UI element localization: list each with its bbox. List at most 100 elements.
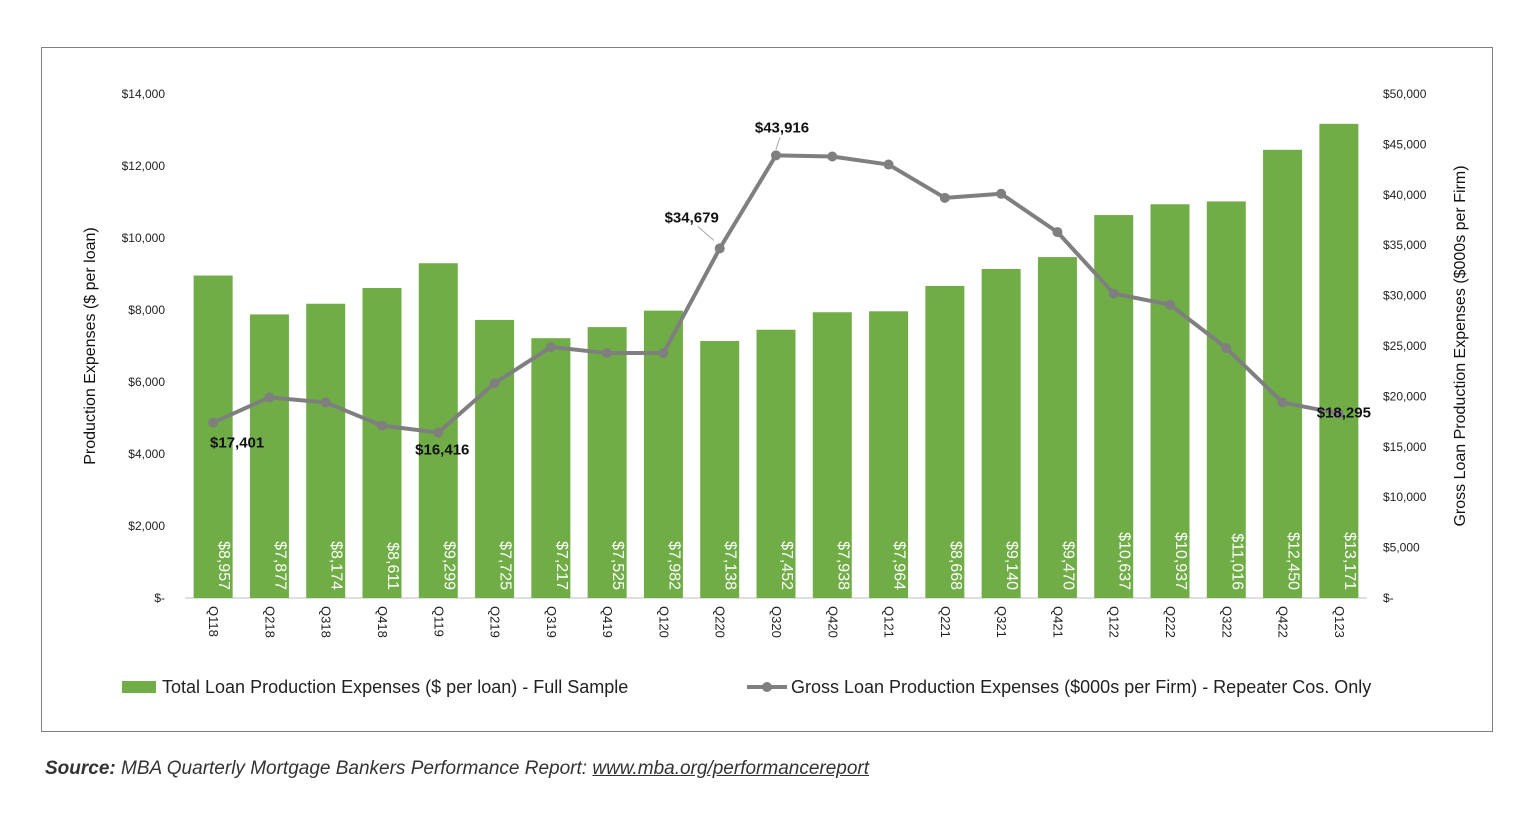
y2-tick-label: $40,000: [1383, 188, 1427, 202]
bar: [1150, 204, 1190, 598]
bar: [1206, 201, 1246, 598]
y2-tick-label: $20,000: [1383, 389, 1427, 403]
x-tick-label: Q220: [713, 606, 728, 638]
y-tick-label: $14,000: [122, 87, 166, 101]
line-point: [1052, 227, 1063, 238]
bar-value-label: $9,140: [1003, 541, 1020, 590]
y2-tick-label: $-: [1383, 591, 1394, 605]
y-tick-label: $10,000: [122, 231, 166, 245]
y2-tick-label: $50,000: [1383, 87, 1427, 101]
y-tick-label: $6,000: [128, 375, 165, 389]
legend-line-label: Gross Loan Production Expenses ($000s pe…: [791, 677, 1371, 697]
line-point: [489, 378, 500, 389]
bar-value-label: $8,668: [947, 541, 964, 590]
y-tick-label: $-: [154, 591, 165, 605]
bar-value-label: $8,957: [215, 541, 232, 590]
label-leader-line: [697, 226, 715, 241]
bar-value-label: $12,450: [1285, 532, 1302, 590]
line-point: [996, 188, 1007, 199]
bar-value-label: $9,299: [440, 541, 457, 590]
bar-value-label: $7,138: [722, 541, 739, 590]
bar: [587, 327, 627, 598]
line-point: [1108, 288, 1119, 299]
y2-tick-label: $15,000: [1383, 440, 1427, 454]
bar-value-label: $7,982: [665, 541, 682, 590]
bar: [1263, 149, 1303, 599]
bar-value-label: $7,725: [497, 541, 514, 590]
source-label: Source:: [45, 758, 116, 779]
x-tick-label: Q120: [656, 606, 671, 638]
bar: [812, 312, 852, 598]
bar-value-label: $10,937: [1172, 532, 1189, 590]
bar-value-label: $11,016: [1228, 533, 1245, 590]
x-tick-label: Q122: [1107, 606, 1122, 638]
y2-axis-title: Gross Loan Production Expenses ($000s pe…: [1452, 165, 1469, 526]
bar-value-label: $8,611: [384, 542, 401, 590]
x-tick-label: Q118: [206, 606, 221, 637]
x-tick-label: Q123: [1332, 606, 1347, 638]
line-point: [1333, 408, 1344, 419]
bar: [531, 338, 571, 598]
label-leader-line: [775, 137, 781, 150]
legend-bar-swatch: [122, 681, 156, 693]
x-tick-label: Q321: [994, 606, 1009, 638]
y-tick-label: $8,000: [128, 303, 165, 317]
x-tick-label: Q218: [262, 606, 277, 638]
y-tick-label: $12,000: [122, 159, 166, 173]
line-point: [377, 420, 387, 431]
line-point: [208, 417, 219, 428]
source-note: Source: MBA Quarterly Mortgage Bankers P…: [45, 758, 869, 780]
chart-frame: $- $2,000 $4,000 $6,000 $8,000 $10,000 $12,000…: [41, 47, 1493, 732]
bar: [1319, 123, 1359, 599]
x-tick-label: Q318: [319, 606, 334, 638]
line-point-label: $18,295: [1317, 405, 1371, 422]
y2-tick-label: $5,000: [1383, 541, 1420, 555]
bar: [981, 268, 1021, 598]
bar: [756, 329, 796, 598]
x-tick-label: Q320: [769, 606, 784, 638]
source-link[interactable]: www.mba.org/performancereport: [592, 758, 870, 779]
legend-line-marker: [762, 682, 772, 692]
bar: [193, 275, 233, 598]
y2-tick-label: $25,000: [1383, 339, 1427, 353]
source-text: MBA Quarterly Mortgage Bankers Performan…: [115, 758, 593, 779]
line-point: [602, 348, 613, 359]
y2-tick-label: $30,000: [1383, 289, 1427, 303]
line-point-label: $43,916: [755, 119, 809, 136]
x-tick-label: Q420: [825, 606, 840, 638]
y-tick-label: $2,000: [128, 519, 165, 533]
x-tick-label: Q119: [431, 606, 446, 637]
bar: [475, 319, 515, 598]
bar: [925, 285, 965, 598]
bar-value-label: $10,637: [1116, 532, 1133, 590]
line-point: [264, 392, 275, 403]
line-point: [658, 348, 669, 359]
x-tick-label: Q319: [544, 606, 559, 638]
bar: [869, 311, 909, 598]
line-point-label: $16,416: [415, 442, 469, 459]
bar: [249, 314, 289, 598]
y2-tick-label: $35,000: [1383, 238, 1427, 252]
bar-value-label: $13,171: [1341, 532, 1358, 590]
bar-value-label: $7,938: [834, 541, 851, 590]
line-point: [1165, 299, 1175, 310]
line-point: [433, 427, 444, 438]
x-tick-label: Q221: [938, 606, 953, 638]
line-point-label: $17,401: [210, 435, 264, 452]
y-axis-title: Production Expenses ($ per loan): [82, 227, 99, 464]
x-tick-label: Q219: [488, 606, 503, 638]
line-point: [939, 192, 950, 203]
y-tick-label: $4,000: [128, 447, 165, 461]
bar: [306, 303, 346, 598]
line-point: [771, 150, 781, 161]
bar-value-label: $7,525: [609, 541, 626, 590]
combo-chart: $- $2,000 $4,000 $6,000 $8,000 $10,000 $12,000…: [82, 87, 1469, 697]
line-point: [1277, 397, 1288, 408]
bar-value-label: $7,452: [778, 541, 795, 590]
line-point: [545, 342, 556, 353]
bar: [643, 310, 683, 598]
x-tick-label: Q422: [1276, 606, 1291, 638]
line-point: [827, 151, 838, 162]
line-point: [1221, 343, 1232, 354]
x-tick-label: Q222: [1163, 606, 1178, 638]
